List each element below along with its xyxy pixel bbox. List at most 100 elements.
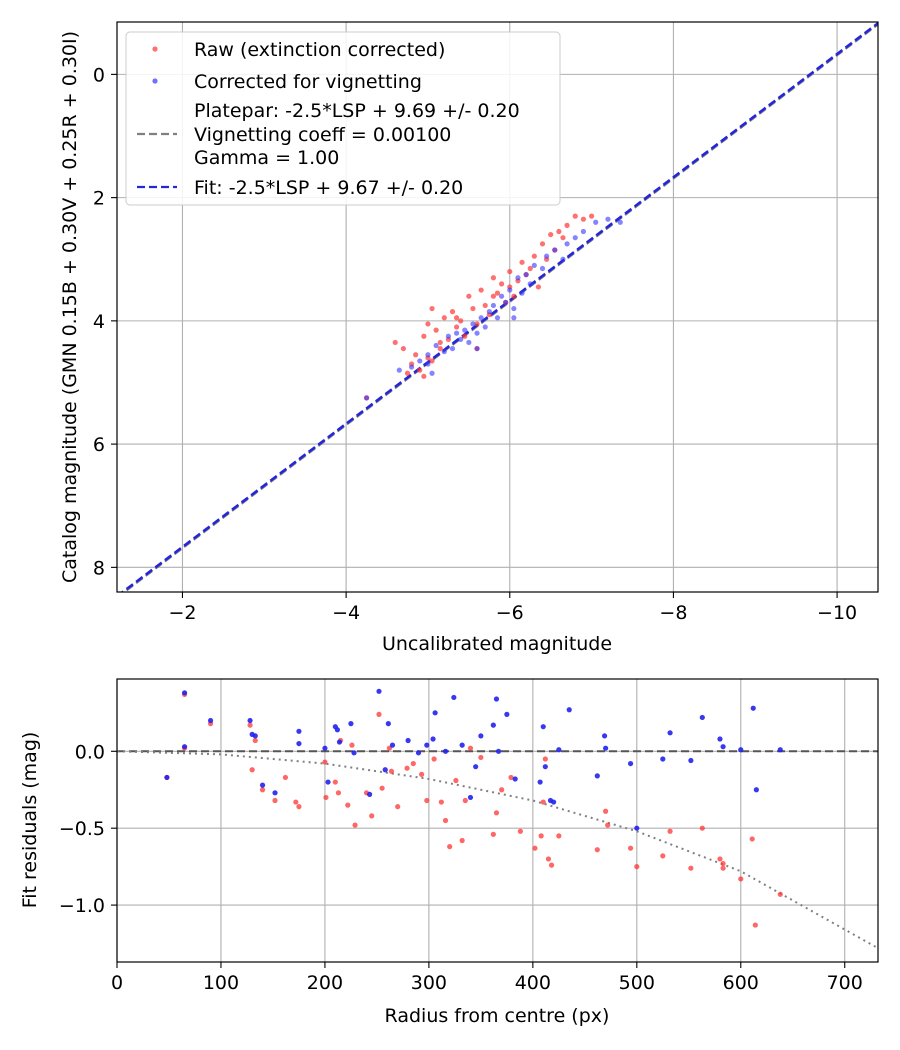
y-tick-label: 4 [93, 311, 105, 333]
top-plot-frame [116, 21, 879, 593]
raw-point [322, 759, 328, 765]
y-tick-label: 6 [93, 434, 105, 456]
corrected-point [433, 342, 439, 349]
corrected-point [451, 694, 457, 701]
raw-point [424, 797, 430, 804]
corrected-point [432, 710, 438, 716]
raw-point [421, 333, 427, 339]
corrected-point [466, 339, 472, 346]
fit-line [120, 22, 878, 592]
raw-point [603, 808, 609, 814]
corrected-point [470, 321, 476, 327]
x-tick-label: 100 [203, 972, 239, 994]
corrected-point [296, 740, 302, 747]
raw-point [777, 891, 783, 897]
corrected-point [181, 690, 188, 696]
x-tick-label: −6 [496, 602, 524, 624]
top-y-ticks: 0 2 4 6 8 [93, 64, 117, 579]
raw-point [417, 367, 423, 373]
corrected-point [382, 767, 388, 773]
y-tick-label: 8 [93, 557, 105, 579]
raw-point [507, 268, 513, 275]
corrected-point [490, 722, 496, 728]
raw-point [589, 213, 595, 219]
corrected-point [507, 287, 513, 293]
legend: Raw (extinction corrected) Corrected for… [125, 31, 561, 206]
legend-raw-label: Raw (extinction corrected) [194, 39, 445, 61]
raw-point [556, 833, 562, 839]
corrected-point [603, 745, 609, 751]
corrected-point [336, 739, 343, 745]
raw-point [410, 760, 416, 767]
corrected-point [512, 776, 518, 782]
raw-point [293, 799, 299, 805]
raw-point [545, 856, 552, 862]
corrected-point [252, 733, 258, 739]
top-chart: −2 −4 −6 −8 −10 0 2 4 6 8 Uncalibrated magnitude… [59, 21, 879, 655]
corrected-point [408, 364, 415, 370]
raw-point [438, 799, 444, 805]
raw-point [429, 358, 435, 364]
corrected-point [527, 281, 533, 287]
raw-point [433, 327, 439, 333]
raw-point [462, 333, 468, 339]
corrected-point [552, 247, 558, 253]
corrected-point [334, 727, 340, 733]
raw-point [376, 711, 382, 717]
bottom-reference-lines [117, 750, 878, 950]
corrected-point [441, 349, 447, 355]
raw-point [453, 324, 460, 330]
raw-point [531, 253, 537, 259]
raw-point [453, 777, 459, 784]
raw-point [605, 822, 611, 828]
y-tick-label: 0.0 [75, 741, 105, 763]
raw-point [539, 241, 546, 247]
corrected-point [738, 747, 744, 753]
corrected-point [511, 305, 517, 312]
corrected-point [503, 299, 509, 305]
raw-point [527, 265, 533, 272]
corrected-point [462, 327, 468, 333]
top-x-ticks: −2 −4 −6 −8 −10 [168, 592, 857, 624]
corrected-point [459, 742, 465, 748]
raw-point [369, 813, 375, 819]
raw-point [282, 774, 289, 781]
raw-point [352, 822, 358, 828]
bottom-y-axis-label: Fit residuals (mag) [19, 732, 41, 909]
y-tick-label: −0.5 [59, 818, 105, 840]
corrected-point [385, 721, 391, 727]
raw-point [490, 275, 497, 281]
corrected-point [396, 367, 402, 373]
raw-point [699, 825, 705, 831]
raw-point [392, 339, 398, 346]
x-tick-label: 0 [111, 972, 123, 994]
raw-point [548, 231, 554, 238]
raw-point [688, 865, 694, 871]
raw-point [517, 828, 523, 834]
corrected-point [605, 216, 611, 222]
corrected-point [627, 760, 634, 767]
raw-point [458, 318, 464, 324]
corrected-point [425, 361, 431, 367]
corrected-point [474, 345, 480, 352]
raw-point [482, 302, 488, 309]
corrected-point [564, 241, 570, 247]
corrected-point [247, 717, 253, 724]
corrected-point [259, 782, 266, 788]
y-tick-label: 0 [93, 64, 105, 86]
corrected-point [376, 688, 382, 694]
raw-point [493, 810, 500, 816]
raw-point [345, 802, 351, 808]
corrected-point [504, 711, 510, 717]
corrected-point [415, 750, 422, 756]
raw-point [535, 284, 542, 290]
bottom-raw-points [164, 691, 783, 928]
y-tick-label: 2 [93, 188, 105, 210]
corrected-point [494, 315, 501, 321]
corrected-point [363, 395, 370, 401]
corrected-point [490, 302, 497, 309]
bottom-corrected-points [164, 688, 783, 831]
corrected-point [473, 764, 479, 770]
corrected-point [322, 745, 328, 751]
